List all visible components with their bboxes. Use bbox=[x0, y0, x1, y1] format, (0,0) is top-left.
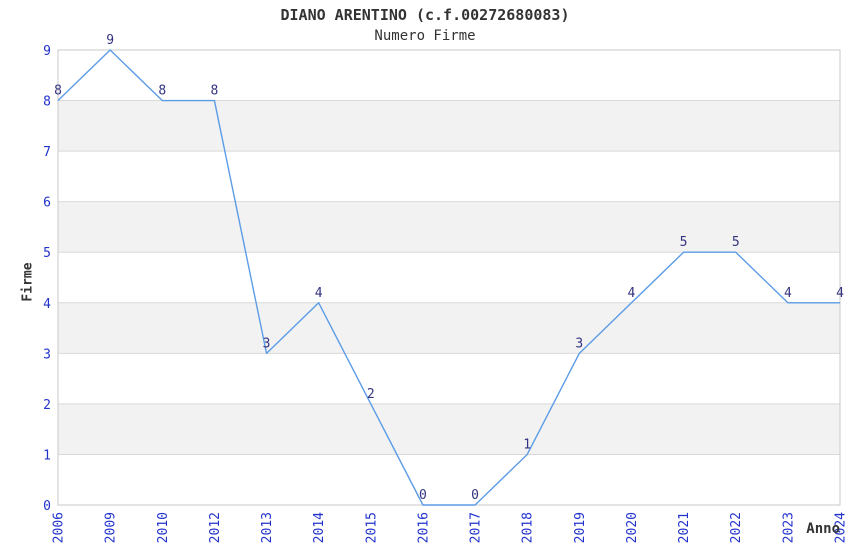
x-tick-label: 2024 bbox=[834, 512, 849, 543]
x-tick-label: 2015 bbox=[364, 512, 379, 543]
stripe-band bbox=[58, 201, 840, 253]
x-tick-label: 2022 bbox=[729, 512, 744, 543]
x-tick-label: 2017 bbox=[469, 512, 484, 543]
point-label: 4 bbox=[628, 286, 636, 301]
y-tick-label: 6 bbox=[43, 196, 51, 211]
x-tick-label: 2009 bbox=[104, 512, 119, 543]
point-label: 4 bbox=[315, 286, 323, 301]
y-tick-label: 5 bbox=[43, 246, 51, 261]
point-label: 3 bbox=[263, 336, 271, 351]
x-tick-label: 2020 bbox=[625, 512, 640, 543]
point-label: 2 bbox=[367, 387, 375, 402]
y-tick-label: 7 bbox=[43, 145, 51, 160]
point-label: 5 bbox=[732, 235, 740, 250]
point-label: 1 bbox=[523, 437, 531, 452]
x-tick-label: 2023 bbox=[781, 512, 796, 543]
point-label: 8 bbox=[210, 84, 218, 99]
chart-subtitle: Numero Firme bbox=[374, 28, 476, 44]
stripe-band bbox=[58, 151, 840, 202]
x-tick-label: 2021 bbox=[677, 512, 692, 543]
stripe-band bbox=[58, 403, 840, 455]
y-tick-label: 0 bbox=[43, 499, 51, 514]
stripe-band bbox=[58, 50, 840, 101]
y-tick-label: 9 bbox=[43, 44, 51, 59]
x-tick-label: 2016 bbox=[416, 512, 431, 543]
point-label: 8 bbox=[54, 84, 62, 99]
x-tick-label: 2006 bbox=[52, 512, 67, 543]
y-tick-label: 3 bbox=[43, 347, 51, 362]
point-label: 3 bbox=[575, 336, 583, 351]
point-label: 4 bbox=[784, 286, 792, 301]
stripe-band bbox=[58, 302, 840, 354]
y-tick-label: 8 bbox=[43, 95, 51, 110]
x-tick-label: 2010 bbox=[156, 512, 171, 543]
point-label: 0 bbox=[419, 488, 427, 503]
point-label: 4 bbox=[836, 286, 844, 301]
stripe-band bbox=[58, 353, 840, 404]
point-label: 5 bbox=[680, 235, 688, 250]
chart-title: DIANO ARENTINO (c.f.00272680083) bbox=[280, 6, 570, 24]
x-tick-label: 2014 bbox=[312, 512, 327, 543]
x-tick-label: 2013 bbox=[260, 512, 275, 543]
y-tick-label: 2 bbox=[43, 398, 51, 413]
point-label: 0 bbox=[471, 488, 479, 503]
y-tick-label: 4 bbox=[43, 297, 51, 312]
x-tick-label: 2012 bbox=[208, 512, 223, 543]
y-tick-label: 1 bbox=[43, 448, 51, 463]
stripe-band bbox=[58, 252, 840, 303]
x-tick-label: 2018 bbox=[521, 512, 536, 543]
point-label: 8 bbox=[158, 84, 166, 99]
x-tick-label: 2019 bbox=[573, 512, 588, 543]
point-label: 9 bbox=[106, 33, 114, 48]
stripe-band bbox=[58, 454, 840, 505]
x-axis-title: Anno bbox=[806, 521, 840, 537]
line-series bbox=[57, 49, 840, 506]
stripe-band bbox=[58, 100, 840, 152]
